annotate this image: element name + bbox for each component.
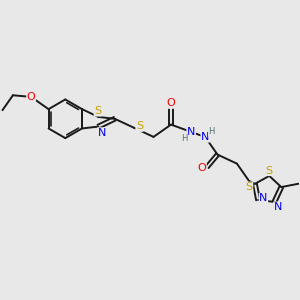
Text: S: S xyxy=(246,182,253,192)
Text: N: N xyxy=(259,194,268,203)
Text: N: N xyxy=(274,202,282,212)
Text: O: O xyxy=(167,98,176,108)
Text: O: O xyxy=(27,92,35,102)
Text: S: S xyxy=(136,121,143,131)
Text: N: N xyxy=(187,127,195,137)
Text: H: H xyxy=(208,127,215,136)
Text: N: N xyxy=(98,128,106,138)
Text: H: H xyxy=(182,134,188,143)
Text: N: N xyxy=(201,132,209,142)
Text: S: S xyxy=(94,106,101,116)
Text: O: O xyxy=(197,164,206,173)
Text: S: S xyxy=(266,166,273,176)
